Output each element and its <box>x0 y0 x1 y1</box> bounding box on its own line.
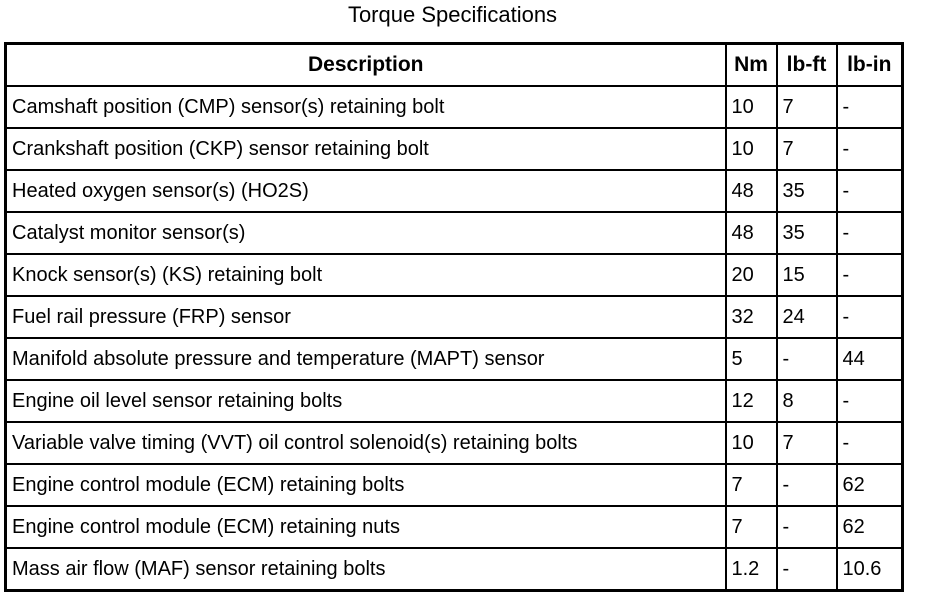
nm-cell: 12 <box>724 379 778 423</box>
description-cell: Heated oxygen sensor(s) (HO2S) <box>4 169 727 213</box>
table-row: Camshaft position (CMP) sensor(s) retain… <box>4 85 904 129</box>
table-row: Knock sensor(s) (KS) retaining bolt 20 1… <box>4 253 904 297</box>
description-cell: Manifold absolute pressure and temperatu… <box>4 337 727 381</box>
nm-cell: 7 <box>724 505 778 549</box>
description-cell: Engine control module (ECM) retaining bo… <box>4 463 727 507</box>
lb-in-cell: - <box>835 421 904 465</box>
lb-ft-cell: - <box>775 505 838 549</box>
torque-specs-table: Description Nm lb-ft lb-in Camshaft posi… <box>4 42 904 592</box>
lb-in-cell: 62 <box>835 463 904 507</box>
table-row: Engine control module (ECM) retaining nu… <box>4 505 904 549</box>
lb-ft-cell: - <box>775 547 838 592</box>
lb-ft-cell: 35 <box>775 211 838 255</box>
table-row: Catalyst monitor sensor(s) 48 35 - <box>4 211 904 255</box>
lb-in-cell: - <box>835 127 904 171</box>
page-title: Torque Specifications <box>347 2 558 27</box>
nm-cell: 48 <box>724 211 778 255</box>
nm-cell: 10 <box>724 127 778 171</box>
description-cell: Engine control module (ECM) retaining nu… <box>4 505 727 549</box>
nm-cell: 48 <box>724 169 778 213</box>
nm-cell: 10 <box>724 421 778 465</box>
lb-ft-cell: - <box>775 463 838 507</box>
header-row: Description Nm lb-ft lb-in <box>4 42 904 87</box>
lb-in-cell: 62 <box>835 505 904 549</box>
nm-cell: 32 <box>724 295 778 339</box>
table-row: Engine oil level sensor retaining bolts … <box>4 379 904 423</box>
table-row: Heated oxygen sensor(s) (HO2S) 48 35 - <box>4 169 904 213</box>
nm-cell: 5 <box>724 337 778 381</box>
lb-ft-cell: 24 <box>775 295 838 339</box>
nm-cell: 7 <box>724 463 778 507</box>
lb-ft-cell: 7 <box>775 421 838 465</box>
description-cell: Fuel rail pressure (FRP) sensor <box>4 295 727 339</box>
lb-ft-cell: - <box>775 337 838 381</box>
lb-ft-cell: 7 <box>775 127 838 171</box>
lb-ft-cell: 8 <box>775 379 838 423</box>
nm-cell: 10 <box>724 85 778 129</box>
description-cell: Camshaft position (CMP) sensor(s) retain… <box>4 85 727 129</box>
table-row: Fuel rail pressure (FRP) sensor 32 24 - <box>4 295 904 339</box>
lb-in-cell: - <box>835 379 904 423</box>
lb-ft-cell: 35 <box>775 169 838 213</box>
header-description: Description <box>4 42 727 87</box>
header-lb-ft: lb-ft <box>775 42 838 87</box>
table-row: Engine control module (ECM) retaining bo… <box>4 463 904 507</box>
lb-in-cell: 10.6 <box>835 547 904 592</box>
lb-ft-cell: 15 <box>775 253 838 297</box>
table-row: Manifold absolute pressure and temperatu… <box>4 337 904 381</box>
table-row: Variable valve timing (VVT) oil control … <box>4 421 904 465</box>
lb-in-cell: - <box>835 85 904 129</box>
table-row: Mass air flow (MAF) sensor retaining bol… <box>4 547 904 592</box>
description-cell: Engine oil level sensor retaining bolts <box>4 379 727 423</box>
nm-cell: 1.2 <box>724 547 778 592</box>
description-cell: Mass air flow (MAF) sensor retaining bol… <box>4 547 727 592</box>
description-cell: Crankshaft position (CKP) sensor retaini… <box>4 127 727 171</box>
header-lb-in: lb-in <box>835 42 904 87</box>
table-row: Crankshaft position (CKP) sensor retaini… <box>4 127 904 171</box>
header-nm: Nm <box>724 42 778 87</box>
description-cell: Catalyst monitor sensor(s) <box>4 211 727 255</box>
lb-in-cell: 44 <box>835 337 904 381</box>
description-cell: Knock sensor(s) (KS) retaining bolt <box>4 253 727 297</box>
description-cell: Variable valve timing (VVT) oil control … <box>4 421 727 465</box>
lb-ft-cell: 7 <box>775 85 838 129</box>
lb-in-cell: - <box>835 169 904 213</box>
lb-in-cell: - <box>835 253 904 297</box>
lb-in-cell: - <box>835 211 904 255</box>
nm-cell: 20 <box>724 253 778 297</box>
lb-in-cell: - <box>835 295 904 339</box>
